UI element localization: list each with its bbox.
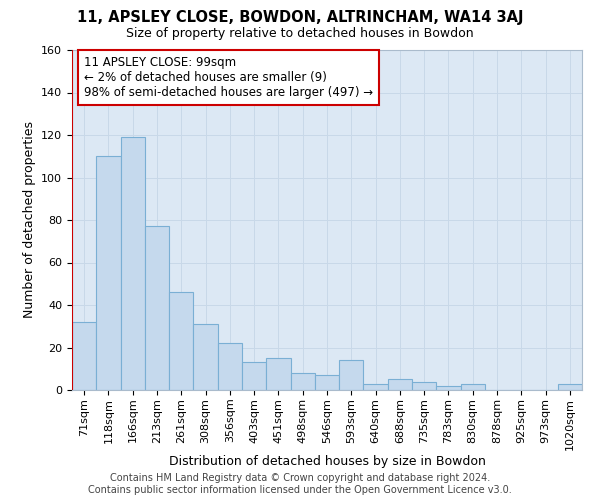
Bar bbox=[72, 322, 96, 390]
Bar bbox=[339, 360, 364, 390]
Bar bbox=[558, 384, 582, 390]
Bar bbox=[121, 137, 145, 390]
Bar bbox=[242, 362, 266, 390]
Text: 11 APSLEY CLOSE: 99sqm
← 2% of detached houses are smaller (9)
98% of semi-detac: 11 APSLEY CLOSE: 99sqm ← 2% of detached … bbox=[84, 56, 373, 100]
Text: Size of property relative to detached houses in Bowdon: Size of property relative to detached ho… bbox=[126, 28, 474, 40]
Bar bbox=[436, 386, 461, 390]
Bar bbox=[388, 380, 412, 390]
Text: Contains HM Land Registry data © Crown copyright and database right 2024.
Contai: Contains HM Land Registry data © Crown c… bbox=[88, 474, 512, 495]
Bar bbox=[461, 384, 485, 390]
Bar bbox=[96, 156, 121, 390]
Bar bbox=[290, 373, 315, 390]
Text: 11, APSLEY CLOSE, BOWDON, ALTRINCHAM, WA14 3AJ: 11, APSLEY CLOSE, BOWDON, ALTRINCHAM, WA… bbox=[77, 10, 523, 25]
Bar bbox=[364, 384, 388, 390]
Bar bbox=[266, 358, 290, 390]
Bar bbox=[218, 343, 242, 390]
Bar bbox=[145, 226, 169, 390]
X-axis label: Distribution of detached houses by size in Bowdon: Distribution of detached houses by size … bbox=[169, 455, 485, 468]
Bar bbox=[169, 292, 193, 390]
Y-axis label: Number of detached properties: Number of detached properties bbox=[23, 122, 35, 318]
Bar bbox=[193, 324, 218, 390]
Bar bbox=[412, 382, 436, 390]
Bar bbox=[315, 375, 339, 390]
